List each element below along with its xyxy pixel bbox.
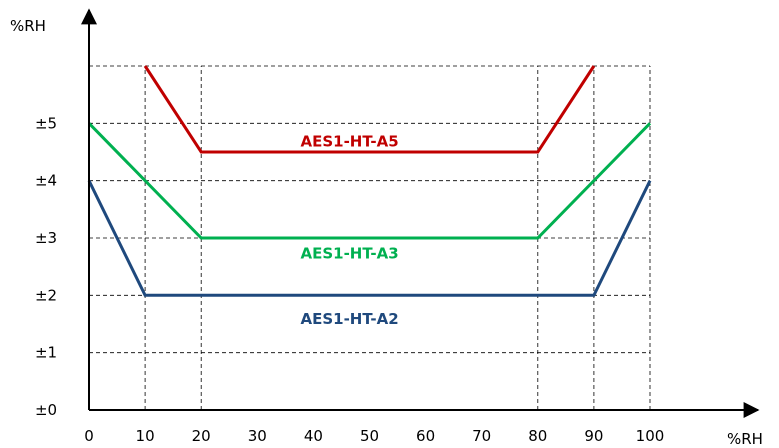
tick-labels: 0 10 20 30 40 50 60 70 80 90 100 ±0 ±1 ±2 ±3 ±4 ±5: [35, 114, 664, 445]
series-label-aes1-ht-a5: AES1-HT-A5: [300, 132, 398, 150]
axes: [81, 8, 760, 418]
x-tick-label: 100: [636, 427, 665, 445]
x-tick-label: 90: [584, 427, 603, 445]
series-label-aes1-ht-a3: AES1-HT-A3: [300, 245, 398, 263]
y-tick-label: ±5: [35, 114, 57, 132]
x-tick-label: 50: [360, 427, 379, 445]
x-tick-label: 60: [416, 427, 435, 445]
x-tick-label: 40: [304, 427, 323, 445]
x-tick-label: 30: [248, 427, 267, 445]
series-line-aes1-ht-a3: [87, 122, 652, 240]
series-lines: [87, 65, 652, 297]
x-tick-label: 20: [192, 427, 211, 445]
x-tick-label: 0: [84, 427, 94, 445]
series-line-aes1-ht-a5: [143, 65, 596, 154]
y-axis-label: %RH: [10, 17, 46, 35]
y-tick-label: ±2: [35, 286, 57, 304]
x-tick-label: 80: [528, 427, 547, 445]
y-tick-label: ±3: [35, 229, 57, 247]
x-tick-label: 70: [472, 427, 491, 445]
y-tick-label: ±0: [35, 401, 57, 419]
series-line-aes1-ht-a2: [87, 180, 652, 297]
series-labels: AES1-HT-A5 AES1-HT-A3 AES1-HT-A2: [300, 132, 398, 328]
y-tick-label: ±4: [35, 172, 57, 190]
y-tick-label: ±1: [35, 344, 57, 362]
x-axis-label: %RH: [727, 430, 763, 448]
series-label-aes1-ht-a2: AES1-HT-A2: [300, 310, 398, 328]
x-tick-label: 10: [136, 427, 155, 445]
